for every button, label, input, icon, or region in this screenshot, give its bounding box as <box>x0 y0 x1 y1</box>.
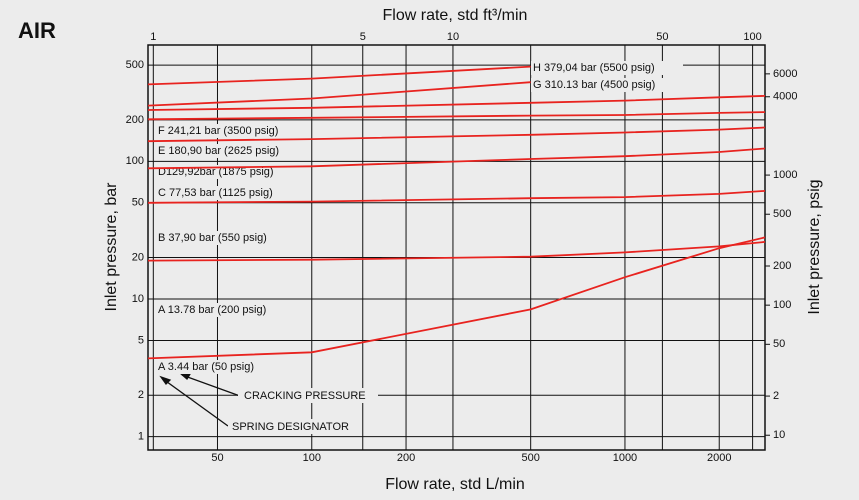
series-label: G 310.13 bar (4500 psig) <box>533 79 655 91</box>
series-label: D129,92bar (1875 psig) <box>158 166 274 178</box>
y2-tick-label: 1000 <box>773 169 797 181</box>
label-bg <box>156 124 308 138</box>
y2-tick-label: 500 <box>773 208 791 220</box>
series-label: F 241,21 bar (3500 psig) <box>158 125 278 137</box>
y-tick-label: 50 <box>132 197 144 209</box>
series-label: C 77,53 bar (1125 psig) <box>158 187 273 199</box>
y-tick-label: 5 <box>138 334 144 346</box>
series-line <box>147 81 531 107</box>
arrow-head <box>159 375 172 386</box>
y2-tick-label: 200 <box>773 260 791 272</box>
annotation-bg <box>228 419 362 434</box>
series-line <box>147 147 766 170</box>
x-axis-label: Flow rate, std L/min <box>385 476 525 493</box>
x2-tick-label: 1 <box>150 31 156 43</box>
x-tick-label: 200 <box>397 452 415 464</box>
arrow <box>162 378 229 427</box>
label-bg <box>156 303 308 317</box>
series-line <box>147 65 531 86</box>
label-bg <box>156 360 308 374</box>
annotation-bg <box>238 388 378 403</box>
series-label: E 180,90 bar (2625 psig) <box>158 145 279 157</box>
y-axis-label: Inlet pressure, bar <box>103 182 120 312</box>
series-line <box>147 126 766 143</box>
label-bg <box>156 231 308 245</box>
series-line <box>147 190 766 204</box>
y2-tick-label: 4000 <box>773 91 797 103</box>
y-tick-label: 20 <box>132 251 144 263</box>
annotation: CRACKING PRESSURE <box>244 390 366 402</box>
series-label: A 3.44 bar (50 psig) <box>158 361 254 373</box>
y2-axis-label: Inlet pressure, psig <box>806 179 823 314</box>
y-tick-label: 200 <box>126 114 144 126</box>
chart-title: AIR <box>18 18 56 43</box>
x2-tick-label: 10 <box>447 31 459 43</box>
y2-tick-label: 10 <box>773 429 785 441</box>
x-tick-label: 1000 <box>613 452 637 464</box>
x-tick-label: 50 <box>211 452 223 464</box>
y-tick-label: 100 <box>126 155 144 167</box>
y-tick-label: 1 <box>138 431 144 443</box>
label-bg <box>156 144 308 158</box>
series-line <box>147 236 766 360</box>
x2-tick-label: 50 <box>656 31 668 43</box>
x-tick-label: 100 <box>303 452 321 464</box>
label-bg <box>156 186 308 200</box>
x2-axis-label: Flow rate, std ft³/min <box>383 7 528 24</box>
y-tick-label: 2 <box>138 389 144 401</box>
x-tick-label: 500 <box>521 452 539 464</box>
y2-tick-label: 100 <box>773 299 791 311</box>
y2-tick-label: 2 <box>773 390 779 402</box>
y-tick-label: 10 <box>132 293 144 305</box>
series-line <box>147 95 766 111</box>
series-label: H 379,04 bar (5500 psig) <box>533 62 655 74</box>
series-label: A 13.78 bar (200 psig) <box>158 304 266 316</box>
series-line <box>147 111 766 121</box>
y2-tick-label: 6000 <box>773 68 797 80</box>
y2-tick-label: 50 <box>773 338 785 350</box>
annotation: SPRING DESIGNATOR <box>232 421 349 433</box>
series-label: B 37,90 bar (550 psig) <box>158 232 267 244</box>
x2-tick-label: 5 <box>360 31 366 43</box>
plot-frame <box>147 44 766 451</box>
y-tick-label: 500 <box>126 59 144 71</box>
arrow <box>181 374 241 397</box>
x-tick-label: 2000 <box>707 452 731 464</box>
label-bg <box>531 78 683 92</box>
x2-tick-label: 100 <box>743 31 761 43</box>
label-bg <box>531 61 683 75</box>
annotation-arrows <box>159 372 241 427</box>
